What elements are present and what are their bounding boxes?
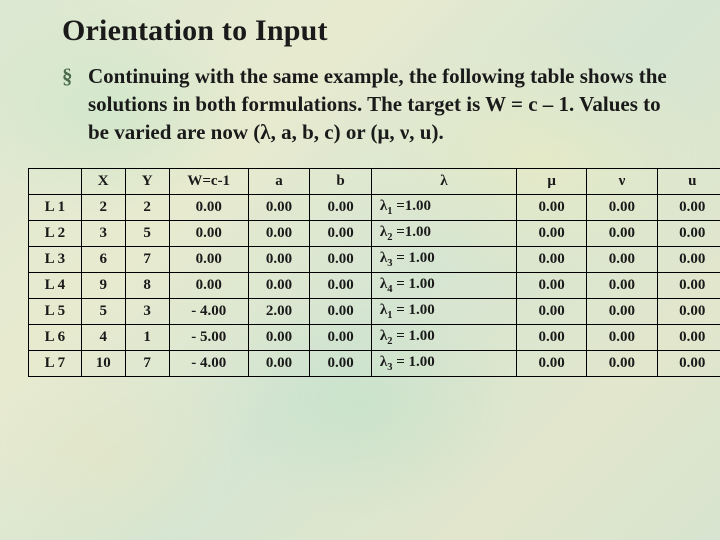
cell-nu: 0.00 <box>587 247 657 273</box>
cell-b: 0.00 <box>310 299 372 325</box>
cell-lambda: λ1 =1.00 <box>371 195 516 221</box>
col-header-a: a <box>248 169 310 195</box>
col-header-mu: μ <box>516 169 586 195</box>
cell-u: 0.00 <box>657 247 720 273</box>
cell-lambda: λ2 =1.00 <box>371 221 516 247</box>
col-header-y: Y <box>125 169 169 195</box>
cell-x: 10 <box>81 351 125 377</box>
cell-u: 0.00 <box>657 221 720 247</box>
col-header-u: u <box>657 169 720 195</box>
col-header-x: X <box>81 169 125 195</box>
body-block: § Continuing with the same example, the … <box>62 62 672 146</box>
cell-b: 0.00 <box>310 221 372 247</box>
row-label: L 6 <box>29 325 82 351</box>
cell-x: 4 <box>81 325 125 351</box>
cell-w: 0.00 <box>169 247 248 273</box>
cell-mu: 0.00 <box>516 325 586 351</box>
cell-y: 5 <box>125 221 169 247</box>
cell-nu: 0.00 <box>587 195 657 221</box>
cell-a: 0.00 <box>248 325 310 351</box>
body-text: Continuing with the same example, the fo… <box>88 62 672 146</box>
col-header-w: W=c-1 <box>169 169 248 195</box>
cell-mu: 0.00 <box>516 299 586 325</box>
table-row: L 641- 5.000.000.00λ2 = 1.000.000.000.00 <box>29 325 720 351</box>
row-label: L 7 <box>29 351 82 377</box>
solutions-table: X Y W=c-1 a b λ μ ν u L 1220.000.000.00λ… <box>28 168 720 377</box>
cell-y: 2 <box>125 195 169 221</box>
cell-lambda: λ1 = 1.00 <box>371 299 516 325</box>
cell-b: 0.00 <box>310 195 372 221</box>
cell-u: 0.00 <box>657 325 720 351</box>
cell-y: 7 <box>125 247 169 273</box>
cell-b: 0.00 <box>310 325 372 351</box>
cell-w: 0.00 <box>169 221 248 247</box>
cell-w: - 4.00 <box>169 351 248 377</box>
cell-y: 8 <box>125 273 169 299</box>
cell-lambda: λ3 = 1.00 <box>371 247 516 273</box>
cell-nu: 0.00 <box>587 221 657 247</box>
cell-mu: 0.00 <box>516 195 586 221</box>
cell-u: 0.00 <box>657 273 720 299</box>
cell-w: 0.00 <box>169 273 248 299</box>
table-row: L 4980.000.000.00λ4 = 1.000.000.000.00 <box>29 273 720 299</box>
slide: Orientation to Input § Continuing with t… <box>0 0 720 540</box>
table-row: L 553- 4.002.000.00λ1 = 1.000.000.000.00 <box>29 299 720 325</box>
row-label: L 5 <box>29 299 82 325</box>
cell-a: 0.00 <box>248 195 310 221</box>
cell-mu: 0.00 <box>516 221 586 247</box>
cell-b: 0.00 <box>310 273 372 299</box>
col-header-b: b <box>310 169 372 195</box>
cell-u: 0.00 <box>657 195 720 221</box>
cell-w: - 4.00 <box>169 299 248 325</box>
cell-u: 0.00 <box>657 299 720 325</box>
cell-x: 5 <box>81 299 125 325</box>
cell-nu: 0.00 <box>587 351 657 377</box>
cell-nu: 0.00 <box>587 299 657 325</box>
cell-y: 1 <box>125 325 169 351</box>
col-header-nu: ν <box>587 169 657 195</box>
cell-nu: 0.00 <box>587 325 657 351</box>
table-body: L 1220.000.000.00λ1 =1.000.000.000.00L 2… <box>29 195 720 377</box>
table-row: L 2350.000.000.00λ2 =1.000.000.000.00 <box>29 221 720 247</box>
cell-nu: 0.00 <box>587 273 657 299</box>
col-header-rowlabel <box>29 169 82 195</box>
table-row: L 3670.000.000.00λ3 = 1.000.000.000.00 <box>29 247 720 273</box>
cell-a: 0.00 <box>248 221 310 247</box>
row-label: L 3 <box>29 247 82 273</box>
cell-a: 0.00 <box>248 247 310 273</box>
col-header-lambda: λ <box>371 169 516 195</box>
cell-u: 0.00 <box>657 351 720 377</box>
section-bullet-icon: § <box>62 62 88 90</box>
row-label: L 4 <box>29 273 82 299</box>
table-header: X Y W=c-1 a b λ μ ν u <box>29 169 720 195</box>
cell-lambda: λ2 = 1.00 <box>371 325 516 351</box>
cell-x: 2 <box>81 195 125 221</box>
slide-title: Orientation to Input <box>62 14 692 48</box>
cell-a: 0.00 <box>248 351 310 377</box>
cell-mu: 0.00 <box>516 273 586 299</box>
cell-lambda: λ3 = 1.00 <box>371 351 516 377</box>
table-row: L 1220.000.000.00λ1 =1.000.000.000.00 <box>29 195 720 221</box>
cell-w: 0.00 <box>169 195 248 221</box>
cell-lambda: λ4 = 1.00 <box>371 273 516 299</box>
cell-a: 0.00 <box>248 273 310 299</box>
cell-x: 9 <box>81 273 125 299</box>
cell-y: 7 <box>125 351 169 377</box>
cell-x: 6 <box>81 247 125 273</box>
cell-mu: 0.00 <box>516 247 586 273</box>
cell-w: - 5.00 <box>169 325 248 351</box>
cell-b: 0.00 <box>310 247 372 273</box>
cell-mu: 0.00 <box>516 351 586 377</box>
cell-a: 2.00 <box>248 299 310 325</box>
cell-y: 3 <box>125 299 169 325</box>
cell-b: 0.00 <box>310 351 372 377</box>
cell-x: 3 <box>81 221 125 247</box>
row-label: L 1 <box>29 195 82 221</box>
row-label: L 2 <box>29 221 82 247</box>
table-row: L 7107- 4.000.000.00λ3 = 1.000.000.000.0… <box>29 351 720 377</box>
